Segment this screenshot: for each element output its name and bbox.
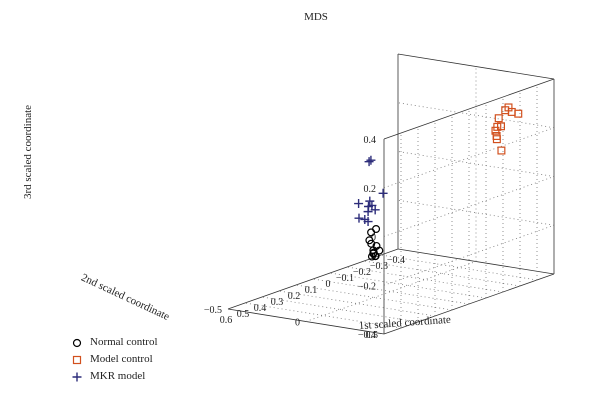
z-axis-label: 3rd scaled coordinate [22, 105, 34, 199]
legend-label: MKR model [90, 370, 146, 382]
data-point-normal-control [372, 224, 381, 233]
data-point-model-control [497, 122, 506, 131]
data-points [354, 103, 523, 261]
data-point-mkr-model [365, 196, 375, 206]
legend-item-normal-control: Normal control [70, 334, 158, 351]
circle-marker-icon [72, 338, 82, 347]
grid-lines [244, 66, 555, 329]
x-tick-label: 0.6 [220, 315, 233, 326]
legend-label: Model control [90, 353, 153, 365]
data-point-model-control [497, 146, 506, 155]
y-tick-label: 0.5 [366, 330, 379, 341]
x-tick-label: 0.4 [254, 303, 267, 314]
data-point-model-control [492, 135, 501, 144]
legend: Normal control Model control MKR model [70, 334, 158, 385]
z-tick-label: 0.4 [364, 135, 377, 146]
legend-label: Normal control [90, 336, 158, 348]
chart-title: MDS [304, 11, 328, 23]
y-axis-label: 2nd scaled coordinate [79, 272, 171, 323]
z-tick-label: −0.4 [358, 330, 376, 341]
x-axis-label: 1st scaled coordinate [358, 314, 451, 332]
z-tick-label: −0.2 [358, 281, 376, 292]
grid-line [305, 261, 477, 322]
data-point-mkr-model [367, 200, 377, 210]
data-point-mkr-model [354, 199, 364, 209]
plus-marker-icon [72, 372, 82, 381]
y-tick-label: −0.5 [204, 305, 222, 316]
tick-labels: 0.60.50.40.30.20.10−0.1−0.2−0.3−0.40.50−… [204, 135, 405, 341]
data-point-mkr-model [366, 155, 376, 165]
x-tick-label: 0.2 [288, 291, 301, 302]
x-tick-label: −0.2 [353, 267, 371, 278]
box-edge [397, 53, 555, 80]
x-tick-label: −0.3 [370, 261, 388, 272]
square-marker-icon [72, 355, 82, 364]
z-tick-label: 0 [371, 233, 376, 244]
legend-item-model-control: Model control [70, 351, 158, 368]
data-point-model-control [494, 114, 503, 123]
z-tick-label: 0.2 [364, 184, 377, 195]
data-point-mkr-model [354, 213, 364, 223]
data-point-mkr-model [364, 157, 374, 167]
x-tick-label: 0.3 [271, 297, 284, 308]
x-tick-label: 0.1 [305, 285, 318, 296]
data-point-model-control [514, 109, 523, 118]
data-point-normal-control [369, 246, 378, 255]
x-tick-label: −0.1 [336, 273, 354, 284]
data-point-model-control [491, 126, 500, 135]
box-edge [383, 78, 555, 140]
data-point-normal-control [365, 236, 374, 245]
legend-item-mkr-model: MKR model [70, 368, 158, 385]
data-point-model-control [504, 103, 513, 112]
y-tick-label: 0 [295, 318, 300, 329]
x-tick-label: −0.4 [387, 255, 405, 266]
grid-line [383, 127, 555, 189]
x-tick-label: 0.5 [237, 309, 250, 320]
data-point-mkr-model [378, 188, 388, 198]
x-tick-label: 0 [326, 279, 331, 290]
data-point-mkr-model [363, 217, 373, 227]
